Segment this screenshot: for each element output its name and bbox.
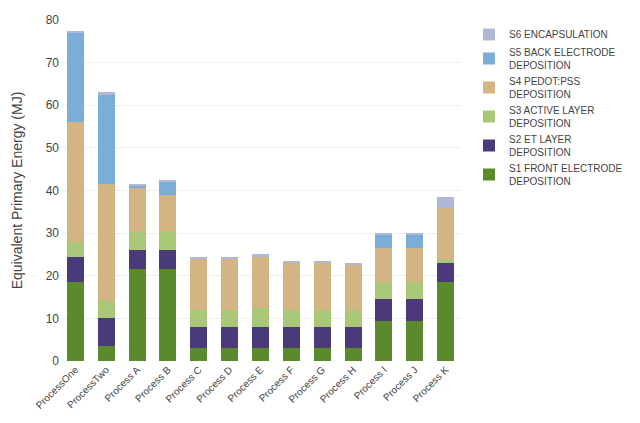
svg-text:Process A: Process A <box>102 364 142 404</box>
svg-text:40: 40 <box>46 184 60 198</box>
svg-text:10: 10 <box>46 312 60 326</box>
svg-text:0: 0 <box>52 354 59 368</box>
svg-text:Process I: Process I <box>352 364 389 401</box>
svg-text:Process G: Process G <box>286 364 327 405</box>
svg-text:S3 ACTIVE LAYERDEPOSITION: S3 ACTIVE LAYERDEPOSITION <box>509 105 594 129</box>
svg-text:Process B: Process B <box>133 364 173 404</box>
svg-text:Equivalent Primary Energy (MJ): Equivalent Primary Energy (MJ) <box>9 92 25 290</box>
svg-text:Process H: Process H <box>318 364 358 404</box>
svg-text:ProcessTwo: ProcessTwo <box>65 364 112 411</box>
svg-text:70: 70 <box>46 56 60 70</box>
svg-text:Process C: Process C <box>163 364 203 404</box>
svg-text:S4 PEDOT:PSSDEPOSITION: S4 PEDOT:PSSDEPOSITION <box>509 76 580 100</box>
svg-text:S5 BACK ELECTRODEDEPOSITION: S5 BACK ELECTRODEDEPOSITION <box>509 47 615 71</box>
svg-text:S2 ET LAYERDEPOSITION: S2 ET LAYERDEPOSITION <box>509 134 571 158</box>
svg-text:Process J: Process J <box>381 364 420 403</box>
svg-text:Process K: Process K <box>411 364 451 404</box>
svg-text:Process E: Process E <box>225 364 265 404</box>
svg-text:60: 60 <box>46 98 60 112</box>
svg-text:ProcessOne: ProcessOne <box>34 364 81 411</box>
svg-text:80: 80 <box>46 13 60 27</box>
svg-text:50: 50 <box>46 141 60 155</box>
svg-text:Process D: Process D <box>194 364 234 404</box>
svg-text:S6 ENCAPSULATION: S6 ENCAPSULATION <box>509 29 608 40</box>
svg-text:30: 30 <box>46 226 60 240</box>
svg-text:S1 FRONT ELECTRODEDEPOSITION: S1 FRONT ELECTRODEDEPOSITION <box>509 163 622 187</box>
svg-text:Process F: Process F <box>257 364 297 404</box>
svg-text:20: 20 <box>46 269 60 283</box>
